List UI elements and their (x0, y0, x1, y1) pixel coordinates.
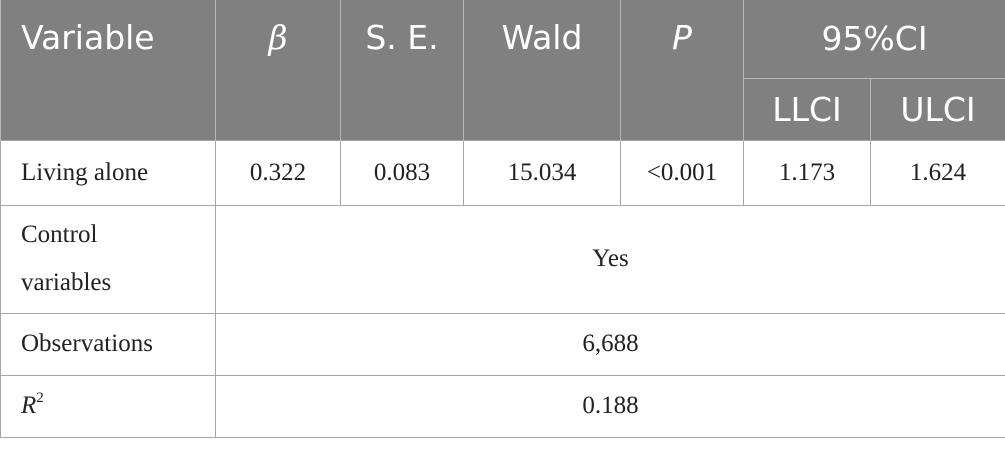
row-label: Control variables (0, 204, 216, 314)
body-row: Living alone 0.322 0.083 15.034 <0.001 1… (0, 139, 1005, 206)
cell: 6,688 (215, 312, 1005, 376)
body-row: R2 0.188 (0, 374, 1005, 438)
row-label: Observations (0, 312, 216, 376)
header-cell: Wald (463, 0, 621, 140)
results-table: Variable β S. E. Wald P 95%CI LLCI ULCI … (0, 0, 1005, 438)
header-cell: P (620, 0, 744, 140)
superscript: 2 (36, 390, 44, 406)
subheader-cell: LLCI (743, 77, 871, 140)
row-label: R2 (0, 374, 216, 438)
subheader-cell: ULCI (870, 77, 1005, 140)
row-label: Living alone (0, 139, 216, 206)
r-label: R (21, 392, 37, 419)
body-row: Control variables Yes (0, 204, 1005, 314)
cell: 1.624 (870, 139, 1005, 206)
cell: 15.034 (463, 139, 621, 206)
header-cell: β (215, 0, 341, 140)
cell: Yes (215, 204, 1005, 314)
header-cell: 95%CI (743, 0, 1005, 78)
header-cell: S. E. (340, 0, 464, 140)
cell: 1.173 (743, 139, 871, 206)
body-row: Observations 6,688 (0, 312, 1005, 376)
cell: 0.188 (215, 374, 1005, 438)
cell: 0.322 (215, 139, 341, 206)
cell: <0.001 (620, 139, 744, 206)
cell: 0.083 (340, 139, 464, 206)
header-cell: Variable (0, 0, 216, 140)
subheader-row: LLCI ULCI (1, 77, 1005, 140)
header-row: Variable β S. E. Wald P 95%CI (0, 0, 1005, 140)
